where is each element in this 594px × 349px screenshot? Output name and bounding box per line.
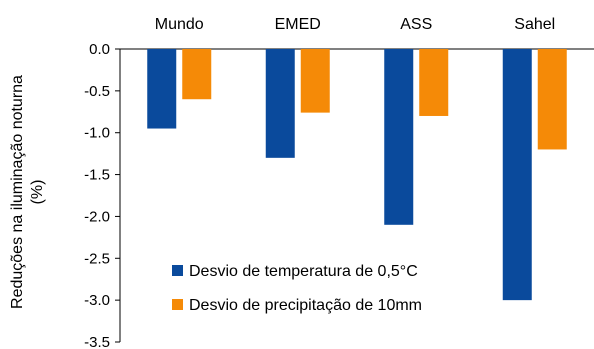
bar-emed-series-1 <box>265 49 295 158</box>
y-axis-title-line-2: (%) <box>29 180 46 205</box>
category-label: ASS <box>400 16 432 33</box>
category-labels: Mundo EMED ASS Sahel <box>155 16 555 33</box>
bar-mundo-series-1 <box>147 49 177 129</box>
y-tick-label: -1.5 <box>84 167 110 184</box>
legend-swatch-series-1 <box>172 265 183 276</box>
y-tick-label: -1.0 <box>84 125 110 142</box>
bar-ass-series-2 <box>419 49 449 116</box>
y-tick-label: -2.0 <box>84 208 110 225</box>
bar-emed-series-2 <box>300 49 330 113</box>
legend-swatch-series-2 <box>172 299 183 310</box>
bar-sahel-series-1 <box>502 49 532 301</box>
y-axis-title-line-1: Reduções na iluminação noturna <box>9 75 26 309</box>
bars <box>147 49 567 301</box>
category-label: Sahel <box>514 16 555 33</box>
y-tick-label: -3.5 <box>84 334 110 349</box>
y-tick-label: -0.5 <box>84 83 110 100</box>
bar-sahel-series-2 <box>537 49 567 150</box>
y-tick-label: -2.5 <box>84 250 110 267</box>
bar-mundo-series-2 <box>182 49 212 100</box>
bar-ass-series-1 <box>384 49 414 225</box>
category-label: EMED <box>275 16 321 33</box>
y-tick-label: -3.0 <box>84 292 110 309</box>
y-tick-label: 0.0 <box>89 41 110 58</box>
category-label: Mundo <box>155 16 204 33</box>
legend: Desvio de temperatura de 0,5°C Desvio de … <box>172 263 422 314</box>
legend-label-series-2: Desvio de precipitação de 10mm <box>189 297 422 314</box>
y-axis-title: Reduções na iluminação noturna (%) <box>9 75 46 309</box>
legend-label-series-1: Desvio de temperatura de 0,5°C <box>189 263 418 280</box>
